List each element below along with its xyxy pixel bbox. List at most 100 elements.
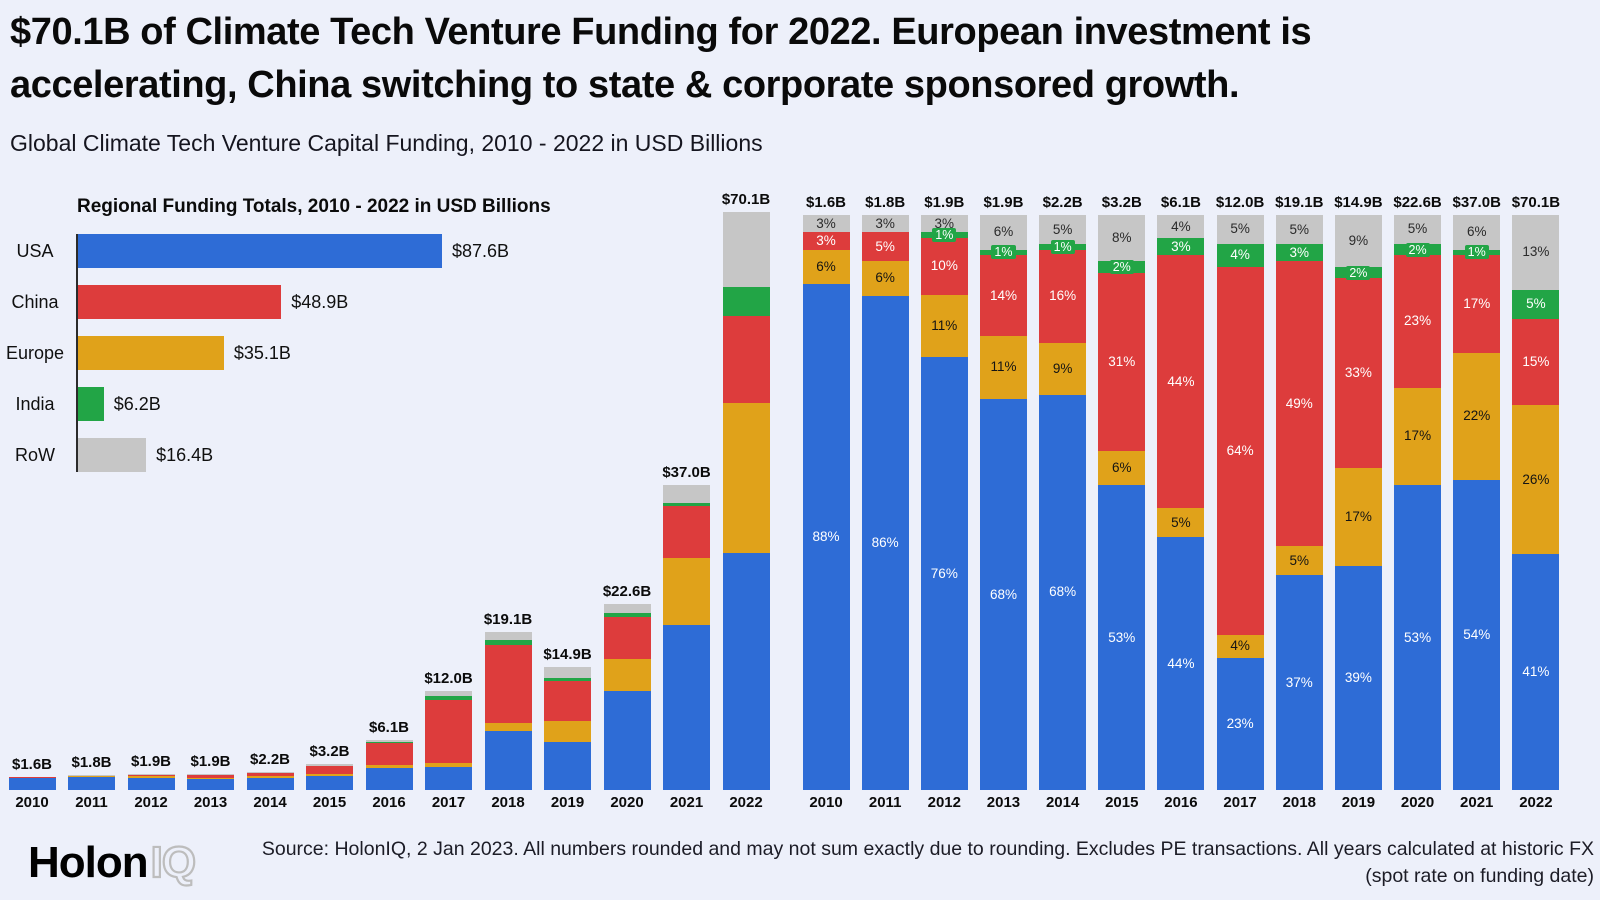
- segment-percent-label: 8%: [1112, 230, 1132, 245]
- bar-segment-europe: [722, 402, 770, 553]
- year-column-2020: $22.6B 5% 2% 23% 17% 53%: [1392, 194, 1444, 790]
- year-label-2016: 2016: [372, 794, 406, 811]
- year-column-2013: $1.9B 6% 1% 14% 11% 68%: [977, 194, 1029, 790]
- stacked-bar-2019: 9% 2% 33% 17% 39%: [1334, 215, 1382, 790]
- bar-total-label: $70.1B: [721, 190, 771, 208]
- bar-total-label: $1.6B: [11, 755, 53, 773]
- bar-segment-india: 1%: [979, 245, 1027, 260]
- bar-segment-europe: [365, 765, 413, 768]
- segment-percent-label: 5%: [1407, 221, 1428, 237]
- regional-bar-usa: [78, 234, 442, 268]
- regional-category-label: USA: [16, 240, 54, 261]
- bar-total-label: $14.9B: [543, 646, 592, 664]
- year-column-2021: $37.0B: [661, 464, 713, 790]
- segment-percent-label: 2%: [1109, 259, 1134, 274]
- bar-segment-row: [484, 632, 532, 641]
- regional-value-label: $87.6B: [452, 240, 510, 261]
- bar-segment-china: 44%: [1157, 255, 1205, 509]
- stacked-bar-2018: [484, 632, 532, 790]
- bar-segment-row: 3%: [920, 215, 968, 233]
- year-label-2013: 2013: [986, 794, 1021, 811]
- bar-segment-europe: 6%: [861, 261, 909, 296]
- bar-total-label: $1.9B: [983, 194, 1024, 211]
- year-label-2020: 2020: [610, 794, 644, 811]
- bar-segment-usa: 44%: [1157, 537, 1205, 790]
- year-column-2011: $1.8B 3% 5% 6% 86%: [859, 194, 911, 790]
- bar-segment-europe: 11%: [920, 294, 968, 358]
- stacked-bar-2013: 6% 1% 14% 11% 68%: [979, 215, 1027, 790]
- bar-segment-usa: 23%: [1216, 657, 1264, 790]
- bar-segment-china: [68, 775, 115, 777]
- segment-percent-label: 2%: [1405, 242, 1430, 257]
- segment-percent-label: 17%: [1463, 296, 1491, 312]
- bar-segment-row: [663, 484, 710, 504]
- bar-segment-row: 9%: [1334, 215, 1382, 267]
- bar-total-label: $1.9B: [924, 194, 965, 211]
- bar-segment-row: 13%: [1512, 215, 1560, 290]
- bar-segment-row: 5%: [1394, 215, 1442, 244]
- stacked-bar-2013: [187, 774, 234, 790]
- bar-segment-india: 2%: [1394, 242, 1442, 257]
- bar-total-label: $1.9B: [190, 753, 231, 771]
- year-label-2011: 2011: [868, 794, 902, 811]
- year-column-2012: $1.9B: [125, 753, 177, 790]
- bar-segment-row: [365, 739, 413, 742]
- year-label-2010: 2010: [809, 794, 843, 811]
- segment-percent-label: 76%: [930, 565, 958, 581]
- segment-percent-label: 5%: [1289, 221, 1309, 237]
- year-label-2020: 2020: [1400, 794, 1435, 811]
- bar-segment-china: [187, 775, 234, 778]
- bar-segment-china: 33%: [1334, 278, 1382, 468]
- bar-segment-usa: [722, 552, 770, 790]
- year-label-2017: 2017: [431, 794, 466, 811]
- bar-segment-europe: 4%: [1216, 634, 1264, 658]
- segment-percent-label: 11%: [931, 317, 958, 333]
- bar-total-label: $1.9B: [130, 753, 172, 771]
- segment-percent-label: 3%: [816, 232, 836, 248]
- year-label-2021: 2021: [669, 794, 704, 811]
- bar-segment-india: 4%: [1216, 243, 1264, 267]
- stacked-bar-2022: 13% 5% 15% 26% 41%: [1512, 215, 1560, 790]
- bar-segment-row: 4%: [1157, 215, 1205, 238]
- bar-total-label: $1.8B: [71, 754, 112, 772]
- bar-total-label: $12.0B: [424, 670, 473, 687]
- bar-segment-usa: 37%: [1275, 575, 1323, 790]
- bar-segment-europe: 17%: [1334, 468, 1382, 566]
- bar-segment-row: [544, 667, 591, 679]
- stacked-bar-2017: 5% 4% 64% 4% 23%: [1216, 215, 1264, 790]
- segment-percent-label: 64%: [1226, 442, 1254, 458]
- bar-segment-china: [306, 766, 353, 775]
- segment-percent-label: 41%: [1522, 664, 1550, 680]
- year-column-2012: $1.9B 3% 1% 10% 11% 76%: [918, 194, 970, 790]
- stacked-bar-2020: [603, 603, 651, 790]
- year-label-2015: 2015: [312, 794, 347, 811]
- year-label-2022: 2022: [1519, 794, 1553, 811]
- regional-rows: USA $87.6B China $48.9B Europe $35.1B India $6.…: [0, 234, 600, 472]
- bar-total-label: $14.9B: [1334, 194, 1383, 211]
- regional-totals-title: Regional Funding Totals, 2010 - 2022 in …: [77, 196, 551, 217]
- segment-percent-label: 4%: [1171, 218, 1191, 234]
- bar-total-label: $6.1B: [368, 718, 410, 736]
- bar-segment-europe: [8, 777, 56, 779]
- bar-total-label: $70.1B: [1511, 194, 1561, 211]
- year-label-2019: 2019: [1341, 794, 1376, 811]
- bar-segment-row: 5%: [1275, 215, 1323, 245]
- segment-percent-label: 54%: [1463, 626, 1491, 642]
- bar-segment-india: [722, 286, 770, 316]
- bar-total-label: $37.0B: [662, 463, 711, 481]
- bar-segment-india: [425, 695, 472, 700]
- year-column-2016: $6.1B: [363, 719, 415, 790]
- bar-segment-china: 5%: [861, 232, 909, 261]
- segment-percent-label: 31%: [1108, 353, 1136, 369]
- bar-segment-europe: 22%: [1453, 353, 1501, 480]
- stacked-bar-2016: 4% 3% 44% 5% 44%: [1157, 215, 1205, 790]
- bar-total-label: $37.0B: [1452, 194, 1501, 211]
- regional-row-row: RoW $16.4B: [0, 438, 600, 472]
- segment-percent-label: 9%: [1052, 360, 1073, 376]
- regional-category-label: India: [15, 393, 55, 414]
- bar-segment-usa: [425, 767, 472, 790]
- regional-row-usa: USA $87.6B: [0, 234, 600, 268]
- year-label-2012: 2012: [927, 794, 961, 811]
- bar-segment-india: [603, 612, 651, 617]
